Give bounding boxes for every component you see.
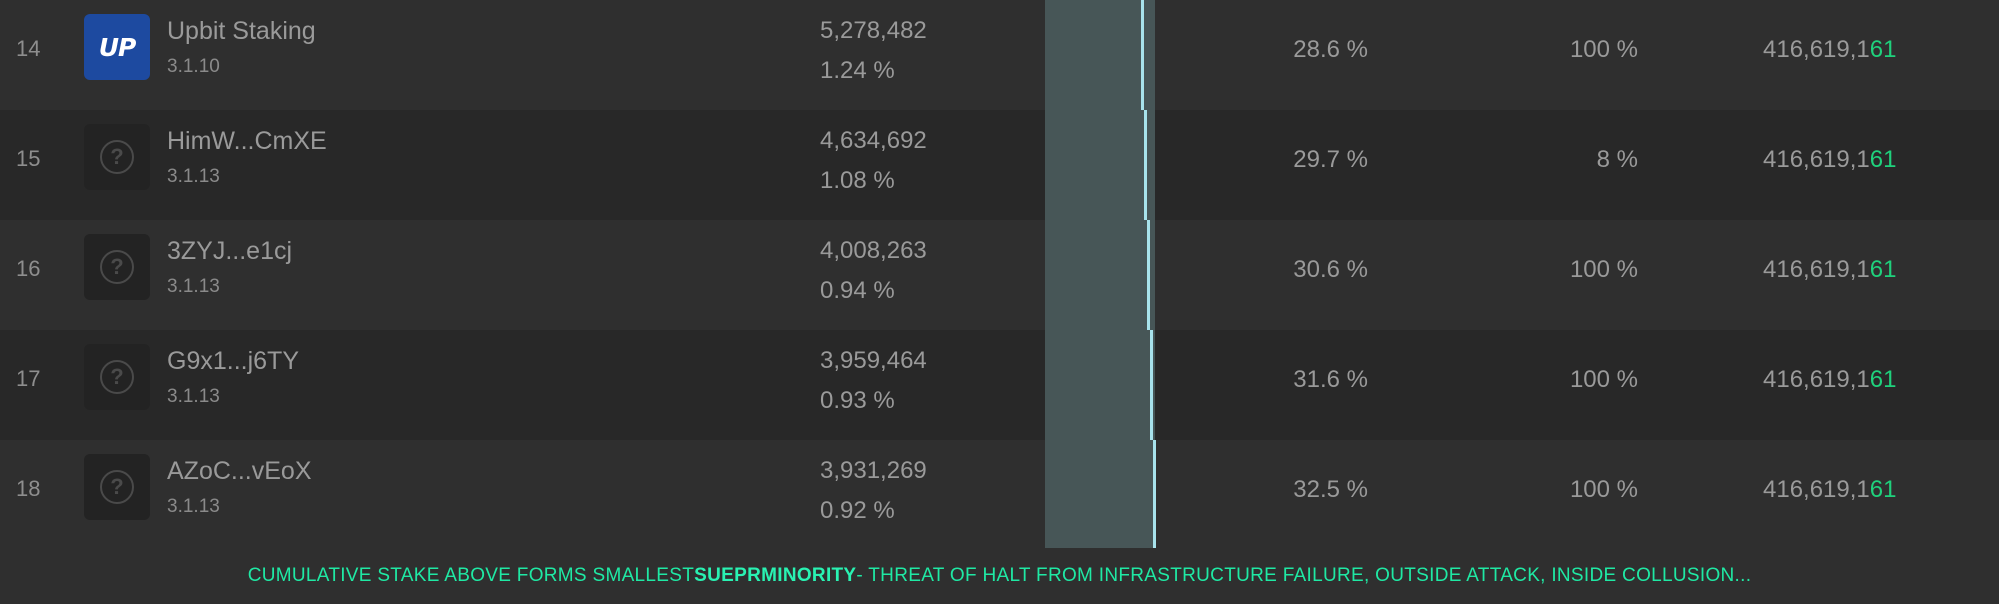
stake-percent: 0.92 % — [820, 497, 895, 524]
slot-value: 416,619,161 — [1763, 146, 1896, 174]
slot-suffix: 61 — [1869, 476, 1897, 503]
stake-value: 4,008,263 — [820, 237, 927, 264]
avatar: ? — [84, 344, 150, 410]
validators-table: 14 UP Upbit Staking 3.1.10 5,278,482 1.2… — [0, 0, 1999, 548]
rank-cell: 17 — [16, 366, 41, 391]
skip-rate: 100 % — [1569, 366, 1638, 393]
stake-percent: 1.24 % — [820, 57, 895, 84]
version-label: 3.1.13 — [167, 496, 220, 517]
slot-prefix: 416,619,1 — [1763, 146, 1870, 173]
cumulative-line-row-18 — [1153, 440, 1156, 548]
avatar: ? — [84, 124, 150, 190]
stake-value: 4,634,692 — [820, 127, 927, 154]
rank-cell: 14 — [16, 36, 41, 61]
slot-prefix: 416,619,1 — [1763, 476, 1870, 503]
slot-suffix: 61 — [1869, 36, 1897, 63]
skip-rate: 8 % — [1596, 146, 1638, 173]
cumulative-percent: 31.6 % — [1293, 366, 1368, 393]
stake-percent: 0.94 % — [820, 277, 895, 304]
validator-name-link[interactable]: 3ZYJ...e1cj — [167, 237, 293, 265]
rank-cell: 18 — [16, 476, 41, 501]
validator-name-link[interactable]: HimW...CmXE — [167, 127, 327, 155]
table-row[interactable]: 16 ? 3ZYJ...e1cj 3.1.13 4,008,263 0.94 %… — [0, 220, 1999, 330]
stake-value: 5,278,482 — [820, 17, 927, 44]
avatar: ? — [84, 454, 150, 520]
cumulative-percent: 28.6 % — [1293, 36, 1368, 63]
cumulative-percent: 29.7 % — [1293, 146, 1368, 173]
rank-cell: 15 — [16, 146, 41, 171]
warning-text-after: - THREAT OF HALT FROM INFRASTRUCTURE FAI… — [856, 565, 1752, 586]
question-mark-icon: ? — [100, 470, 134, 504]
avatar: ? — [84, 234, 150, 300]
cumulative-line-row-14 — [1141, 0, 1144, 110]
slot-prefix: 416,619,1 — [1763, 366, 1870, 393]
slot-value: 416,619,161 — [1763, 366, 1896, 394]
version-label: 3.1.10 — [167, 56, 220, 77]
slot-value: 416,619,161 — [1763, 256, 1896, 284]
version-label: 3.1.13 — [167, 166, 220, 187]
slot-suffix: 61 — [1869, 366, 1897, 393]
stake-value: 3,931,269 — [820, 457, 927, 484]
slot-suffix: 61 — [1869, 256, 1897, 283]
cumulative-line-row-17 — [1150, 330, 1153, 440]
skip-rate: 100 % — [1569, 256, 1638, 283]
slot-value: 416,619,161 — [1763, 476, 1896, 504]
cumulative-line-row-15 — [1144, 110, 1147, 220]
upbit-logo-text: UP — [98, 32, 137, 62]
version-label: 3.1.13 — [167, 276, 220, 297]
validator-name-link[interactable]: Upbit Staking — [167, 17, 316, 45]
rank-cell: 16 — [16, 256, 41, 281]
skip-rate: 100 % — [1569, 476, 1638, 503]
table-row[interactable]: 14 UP Upbit Staking 3.1.10 5,278,482 1.2… — [0, 0, 1999, 110]
stake-percent: 1.08 % — [820, 167, 895, 194]
cumulative-line-row-16 — [1147, 220, 1150, 330]
slot-prefix: 416,619,1 — [1763, 256, 1870, 283]
warning-text-before: CUMULATIVE STAKE ABOVE FORMS SMALLEST — [247, 565, 695, 586]
warning-text-bold: SUEPRMINORITY — [694, 565, 857, 586]
cumulative-percent: 30.6 % — [1293, 256, 1368, 283]
table-row[interactable]: 17 ? G9x1...j6TY 3.1.13 3,959,464 0.93 %… — [0, 330, 1999, 440]
validator-name-link[interactable]: AZoC...vEoX — [167, 457, 312, 485]
skip-rate: 100 % — [1569, 36, 1638, 63]
validator-name-link[interactable]: G9x1...j6TY — [167, 347, 299, 375]
question-mark-icon: ? — [100, 250, 134, 284]
cumulative-stake-bar — [1045, 0, 1156, 548]
table-row[interactable]: 15 ? HimW...CmXE 3.1.13 4,634,692 1.08 %… — [0, 110, 1999, 220]
cumulative-percent: 32.5 % — [1293, 476, 1368, 503]
stake-percent: 0.93 % — [820, 387, 895, 414]
question-mark-icon: ? — [100, 140, 134, 174]
question-mark-icon: ? — [100, 360, 134, 394]
table-row[interactable]: 18 ? AZoC...vEoX 3.1.13 3,931,269 0.92 %… — [0, 440, 1999, 548]
stake-value: 3,959,464 — [820, 347, 927, 374]
slot-value: 416,619,161 — [1763, 36, 1896, 64]
slot-suffix: 61 — [1869, 146, 1897, 173]
superminority-warning: CUMULATIVE STAKE ABOVE FORMS SMALLEST SU… — [0, 548, 1999, 604]
upbit-logo: UP — [84, 14, 150, 80]
slot-prefix: 416,619,1 — [1763, 36, 1870, 63]
version-label: 3.1.13 — [167, 386, 220, 407]
